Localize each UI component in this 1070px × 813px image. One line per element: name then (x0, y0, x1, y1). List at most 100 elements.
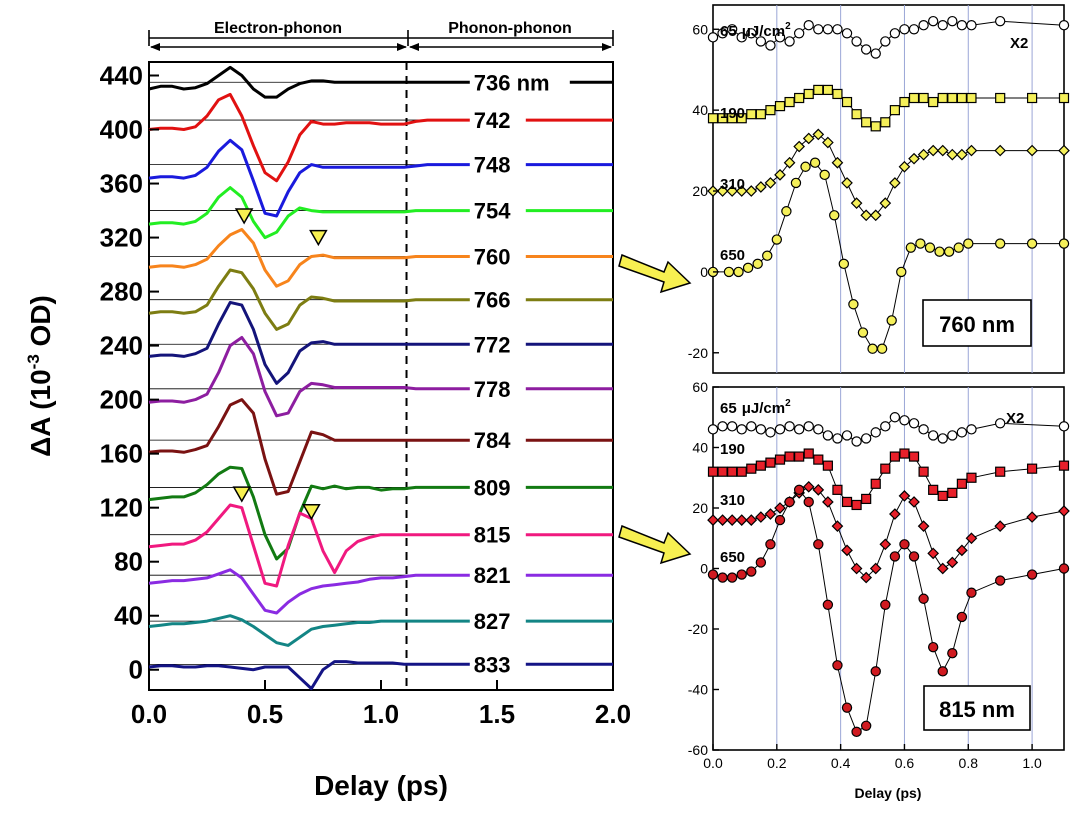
data-point-circle (1026, 238, 1038, 249)
series-label: 809 (474, 475, 511, 500)
data-point-circle (707, 569, 719, 580)
data-point-square (727, 466, 738, 477)
data-point-square (966, 92, 977, 104)
data-point-circle (736, 32, 747, 43)
right-bottom-title: 815 nm (939, 697, 1015, 722)
data-point-diamond (745, 185, 758, 197)
data-point-circle (841, 430, 853, 441)
data-point-circle (771, 234, 783, 245)
data-point-square (1026, 92, 1038, 104)
data-point-circle (790, 177, 802, 189)
right-bottom-x-axis-label: Delay (ps) (855, 785, 922, 801)
data-point-circle (886, 315, 897, 326)
y-tick-label: -20 (688, 621, 708, 637)
series-label: 748 (474, 153, 511, 178)
data-point-diamond (869, 562, 882, 575)
series-label-background (469, 150, 526, 178)
data-point-square (870, 121, 881, 132)
data-point-square (966, 472, 977, 483)
series-label: 742 (474, 108, 511, 133)
data-point-diamond (783, 156, 796, 169)
scale-note: X2 (1010, 35, 1028, 52)
data-point-square (1058, 460, 1070, 471)
data-point-circle (880, 599, 891, 611)
data-point-circle (956, 611, 968, 623)
series-label: 821 (474, 563, 511, 588)
y-tick-label: 440 (100, 61, 143, 91)
data-point-circle (813, 424, 824, 435)
y-tick-label: 20 (692, 500, 708, 516)
data-point-circle (1058, 238, 1070, 249)
x-tick-label: 2.0 (595, 699, 631, 729)
data-point-square (841, 96, 853, 108)
x-tick-label: 0.0 (131, 699, 167, 729)
data-point-circle (908, 24, 920, 35)
data-point-diamond (936, 562, 949, 575)
right-top-panel: -20 0 20 40 60 65 μJ/cm2 190 310 650 X2 760 nm (688, 4, 1070, 374)
data-point-square (851, 499, 862, 511)
data-point-circle (966, 587, 977, 598)
series-label-background (469, 520, 526, 548)
data-point-diamond (802, 480, 815, 493)
x-tick-label: 1.0 (1022, 755, 1042, 771)
right-bottom-series-group (707, 412, 1070, 738)
data-point-square (765, 105, 776, 116)
data-point-circle (896, 266, 907, 278)
data-point-diamond (898, 490, 911, 502)
data-point-square (1058, 92, 1070, 104)
data-point-circle (800, 161, 811, 172)
data-point-diamond (726, 185, 738, 197)
data-point-circle (784, 496, 795, 508)
data-point-circle (774, 32, 786, 43)
data-point-diamond (908, 152, 920, 165)
series-label-background (469, 68, 570, 96)
fluence-value: 65 (720, 400, 737, 417)
data-point-diamond (994, 144, 1007, 157)
data-point-diamond (764, 508, 777, 520)
data-point-square (707, 113, 719, 124)
region-label-phonon-phonon: Phonon-phonon (448, 20, 572, 37)
x-tick-label: 0.0 (703, 755, 723, 771)
data-point-circle (841, 28, 853, 39)
data-point-square (1026, 463, 1038, 474)
data-point-square (947, 92, 958, 104)
data-point-circle (994, 15, 1006, 27)
data-point-circle (851, 36, 862, 47)
data-point-diamond (917, 520, 930, 532)
fluence-label: 190 (720, 441, 745, 458)
data-point-circle (927, 641, 939, 653)
y-label-main: ΔA (10 (25, 369, 56, 457)
data-point-square (880, 463, 891, 474)
data-point-circle (870, 666, 881, 677)
fluence-label: 650 (720, 549, 745, 566)
data-point-diamond (735, 514, 748, 526)
data-point-circle (880, 421, 891, 432)
data-point-circle (857, 327, 869, 338)
data-point-diamond (898, 160, 911, 173)
data-point-circle (899, 415, 910, 426)
data-point-circle (717, 28, 728, 39)
right-top-series-labels: 65 μJ/cm2 190 310 650 X2 (720, 21, 1028, 264)
y-tick-label: 160 (100, 439, 143, 469)
left-series-labels: 736 nm 742 748 754 760 766 772 778 784 809 815 821 8… (469, 68, 570, 678)
data-point-circle (726, 572, 738, 583)
data-point-circle (880, 36, 891, 47)
fluence-value: 310 (720, 492, 745, 509)
data-point-diamond (831, 520, 844, 532)
series-label-background (469, 196, 526, 224)
data-point-circle (966, 424, 977, 435)
x-tick-label: 0.2 (767, 755, 787, 771)
data-point-diamond (994, 520, 1007, 532)
fluence-label: 650 (720, 247, 745, 264)
data-point-circle (726, 421, 738, 432)
data-point-diamond (869, 209, 882, 222)
data-point-circle (755, 424, 767, 435)
series-line (148, 336, 613, 418)
data-point-square (784, 451, 795, 462)
y-tick-label: 0 (700, 264, 708, 280)
data-point-diamond (908, 496, 920, 508)
fluence-label: 65 μJ/cm2 (720, 398, 791, 417)
data-point-square (995, 92, 1006, 104)
fluence-label: 190 (720, 105, 745, 122)
data-point-circle (899, 539, 910, 550)
